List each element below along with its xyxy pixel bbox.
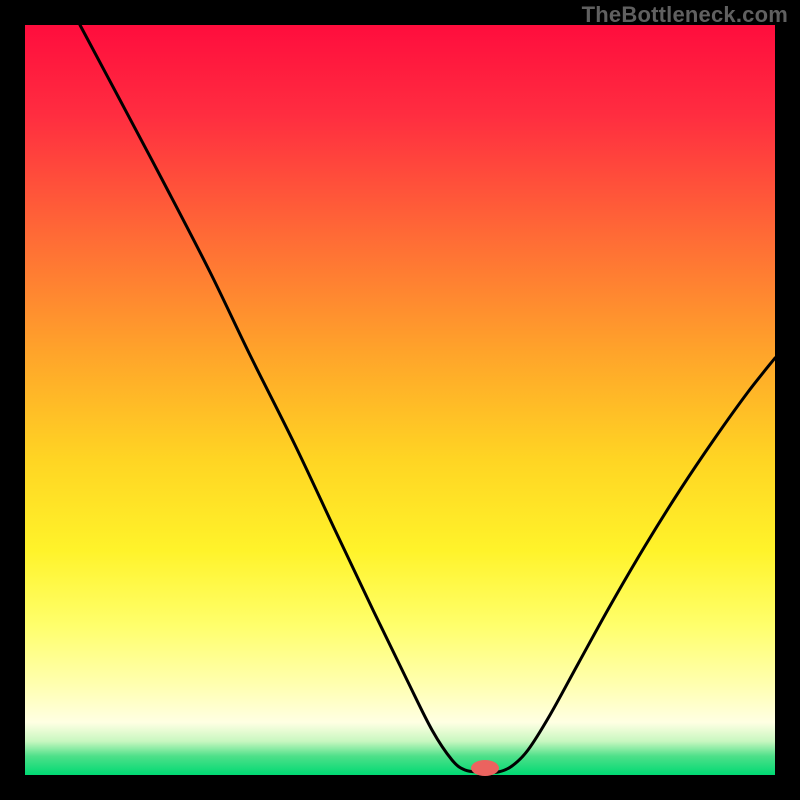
- watermark-text: TheBottleneck.com: [582, 2, 788, 28]
- bottleneck-chart: [0, 0, 800, 800]
- optimal-point-marker: [471, 760, 499, 776]
